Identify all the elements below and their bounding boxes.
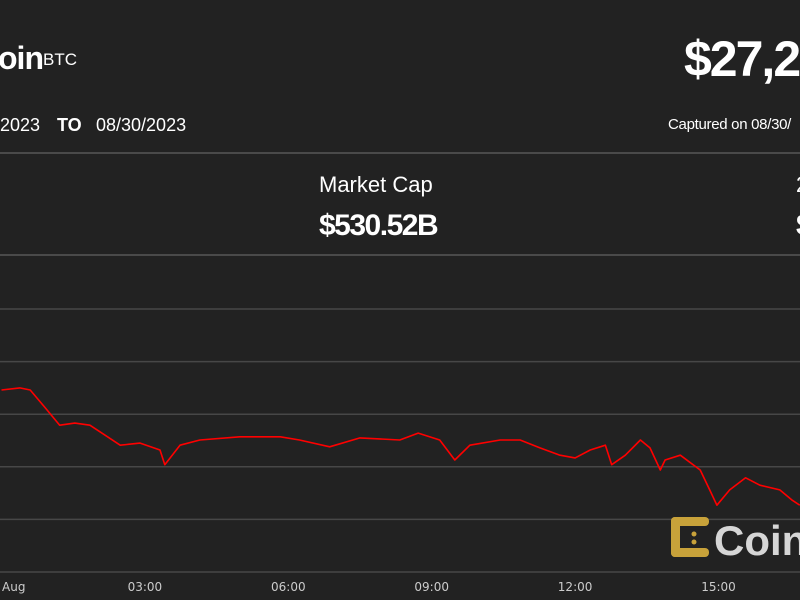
- price-chart: Aug 03:00 06:00 09:00 12:00 15:00: [0, 308, 800, 594]
- coin-name: oin: [0, 40, 44, 76]
- x-tick-label: 03:00: [128, 580, 163, 594]
- coin-ticker: BTC: [43, 50, 77, 69]
- x-tick-label: 06:00: [271, 580, 306, 594]
- price-line: [1, 387, 800, 506]
- x-tick-label: 15:00: [701, 580, 736, 594]
- date-to: 08/30/2023: [96, 115, 187, 135]
- divider: [0, 152, 800, 154]
- logo-text: Coin: [714, 517, 800, 562]
- x-tick-label: Aug: [2, 580, 25, 594]
- stat-label: 2: [796, 172, 800, 198]
- stat-value: $: [796, 209, 800, 243]
- captured-on: Captured on 08/30/: [668, 116, 792, 133]
- logo-mark-icon: [671, 517, 709, 557]
- x-tick-label: 12:00: [558, 580, 593, 594]
- x-tick-label: 09:00: [414, 580, 449, 594]
- market-cap-value: $530.52B: [319, 209, 439, 242]
- coindesk-logo: Coin: [671, 517, 800, 562]
- current-price: $27,2: [684, 31, 800, 87]
- date-from: 2023: [0, 115, 41, 135]
- market-cap-label: Market Cap: [319, 172, 433, 197]
- date-to-label: TO: [57, 115, 82, 135]
- divider: [0, 254, 800, 256]
